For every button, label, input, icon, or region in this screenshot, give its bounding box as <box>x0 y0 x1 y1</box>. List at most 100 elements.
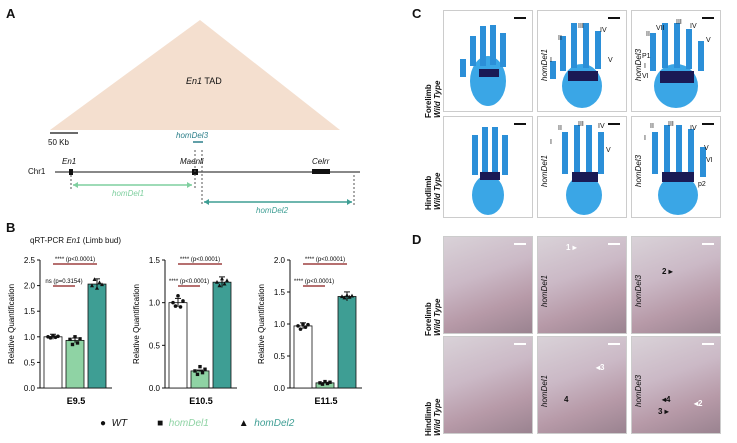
data-point <box>92 277 97 282</box>
legend-homdel1: ■ homDel1 <box>157 418 209 429</box>
y-axis-label: Relative Quantification <box>257 284 266 364</box>
data-point <box>350 293 354 298</box>
bar-homDel2 <box>337 296 357 389</box>
legend-homdel2: ▲ homDel2 <box>238 418 295 429</box>
arrow-label-3: ◂3 <box>596 363 605 372</box>
chromosome-label: Chr1 <box>28 167 46 176</box>
data-point <box>48 336 53 340</box>
data-point <box>176 294 180 298</box>
data-point <box>340 294 344 299</box>
digit-label-v: V <box>608 57 613 64</box>
data-point <box>296 324 300 328</box>
arrow-label-2: 2 ▸ <box>662 267 673 276</box>
tad-triangle <box>50 20 340 130</box>
panel-d-row-forelimb: Forelimb Wild Type <box>424 298 442 336</box>
data-point <box>193 369 197 373</box>
y-tick-label: 1.5 <box>274 288 286 297</box>
data-point <box>347 294 352 299</box>
data-point <box>75 341 80 345</box>
data-point <box>198 364 202 369</box>
digit-label-iv: IV <box>600 27 607 34</box>
data-point <box>173 304 178 308</box>
arrow-label-2b: ◂2 <box>694 399 703 408</box>
bar-WT <box>168 302 188 389</box>
bar-WT <box>43 336 63 389</box>
bar-homDel2 <box>212 281 232 389</box>
gene-celrr <box>312 169 330 174</box>
y-tick-label: 0.5 <box>149 341 161 350</box>
data-point <box>90 283 94 288</box>
skeleton-forelimb-homdel1: homDel1 II III IV I V <box>537 10 627 112</box>
photo-hindlimb-homdel1: homDel1 ◂3 4 <box>537 336 627 434</box>
arrow-label-4b: ◂4 <box>662 395 671 404</box>
digit-label-iii: III <box>578 23 584 30</box>
panel-c-row-forelimb: Forelimb Wild Type <box>424 80 442 118</box>
data-point <box>220 276 224 281</box>
arrow-label-3b: 3 ▸ <box>658 407 669 416</box>
photo-hindlimb-wt <box>443 336 533 434</box>
panel-c-row-hindlimb: Hindlimb Wild Type <box>424 172 442 210</box>
panel-d-label: D <box>412 232 422 247</box>
gene-label-en1: En1 <box>62 157 77 166</box>
data-point <box>325 381 330 386</box>
y-axis-label: Relative Quantification <box>132 284 141 364</box>
data-point <box>318 381 322 385</box>
homdel2-label: homDel2 <box>256 206 289 215</box>
data-point <box>68 337 72 342</box>
data-point <box>181 299 185 303</box>
digit-label-ii: II <box>558 35 562 42</box>
data-point <box>323 379 327 384</box>
y-tick-label: 2.5 <box>24 256 36 265</box>
panel-d-row-hindlimb: Hindlimb Wild Type <box>424 398 442 436</box>
y-tick-label: 2.0 <box>24 282 36 291</box>
data-point <box>200 370 205 375</box>
significance-label: ns (p=0.3154) <box>45 279 82 285</box>
photo-forelimb-wt <box>443 236 533 334</box>
significance-label: **** (p<0.0001) <box>180 257 220 263</box>
skeleton-hindlimb-wt <box>443 116 533 218</box>
data-point <box>195 372 200 377</box>
y-tick-label: 1.0 <box>24 333 36 342</box>
scale-label: 50 Kb <box>48 138 69 147</box>
x-axis-label: E11.5 <box>314 396 337 406</box>
y-tick-label: 1.0 <box>274 320 286 329</box>
skeleton-hindlimb-homdel1: homDel1 II III IV I V <box>537 116 627 218</box>
bar-WT <box>293 325 313 389</box>
data-point <box>70 342 75 347</box>
y-tick-label: 0.0 <box>149 384 161 393</box>
data-point <box>303 325 308 329</box>
photo-forelimb-homdel1: homDel1 1 ▸ <box>537 236 627 334</box>
skeleton-hindlimb-homdel3: homDel3 II III IV I V VI p2 <box>631 116 721 218</box>
data-point <box>95 285 99 290</box>
y-tick-label: 0.5 <box>24 358 36 367</box>
data-point <box>217 283 222 288</box>
data-point <box>56 334 60 339</box>
data-point <box>203 367 207 371</box>
data-point <box>171 300 175 305</box>
x-axis-label: E9.5 <box>67 396 86 406</box>
data-point <box>298 327 303 331</box>
bar-homDel1 <box>65 339 85 389</box>
y-tick-label: 0.0 <box>274 384 286 393</box>
data-point <box>73 335 77 339</box>
data-point <box>100 282 104 287</box>
data-point <box>301 322 305 326</box>
data-point <box>178 305 183 309</box>
data-point <box>215 279 219 284</box>
y-tick-label: 0.5 <box>274 352 286 361</box>
photo-hindlimb-homdel3: homDel3 3 ▸ ◂4 ◂2 <box>631 336 721 434</box>
panel-c-label: C <box>412 6 422 21</box>
significance-label: **** (p<0.0001) <box>55 257 95 263</box>
y-axis-label: Relative Quantification <box>7 284 16 364</box>
significance-label: **** (p<0.0001) <box>294 279 334 285</box>
skeleton-forelimb-wt <box>443 10 533 112</box>
data-point <box>320 382 325 386</box>
data-point <box>97 280 102 285</box>
legend-wt: ● WT <box>100 418 128 429</box>
digit-label-i: I <box>550 57 552 64</box>
data-point <box>225 278 229 283</box>
data-point <box>222 281 227 286</box>
y-tick-label: 2.0 <box>274 256 286 265</box>
data-point <box>78 337 82 341</box>
y-tick-label: 0.0 <box>24 384 36 393</box>
